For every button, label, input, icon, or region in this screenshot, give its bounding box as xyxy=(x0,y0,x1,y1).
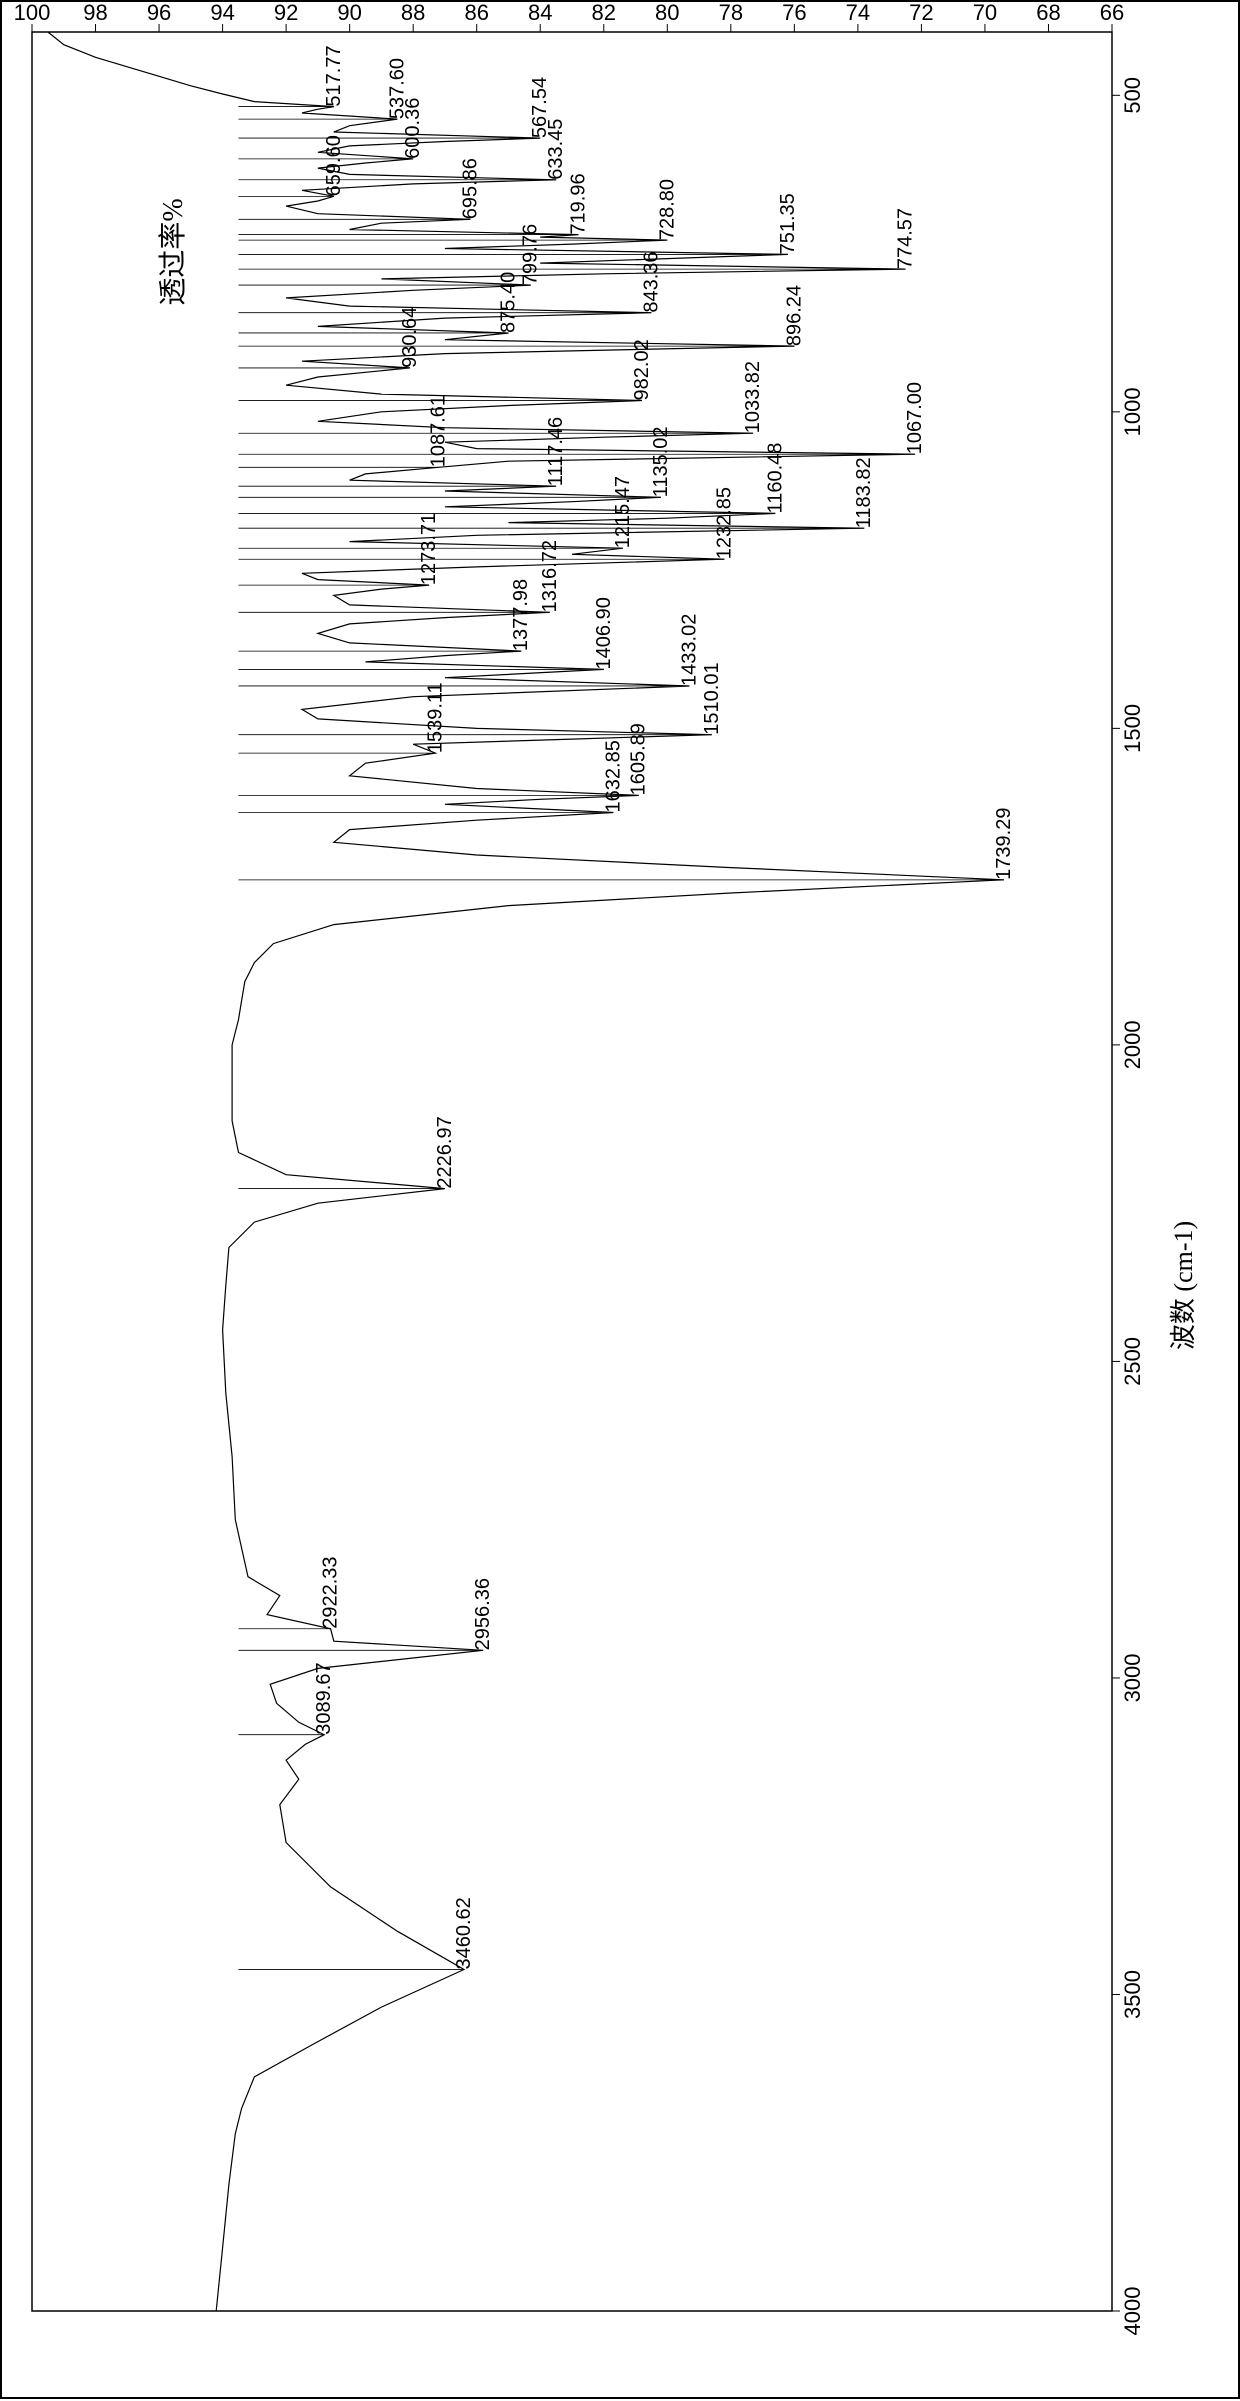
svg-text:1215.47: 1215.47 xyxy=(612,476,634,548)
svg-text:96: 96 xyxy=(147,2,171,25)
svg-text:930.64: 930.64 xyxy=(399,307,421,368)
svg-text:2500: 2500 xyxy=(1120,1337,1145,1386)
svg-text:1433.02: 1433.02 xyxy=(679,614,701,686)
svg-text:1500: 1500 xyxy=(1120,704,1145,753)
svg-text:76: 76 xyxy=(782,2,806,25)
svg-text:84: 84 xyxy=(528,2,552,25)
svg-text:517.77: 517.77 xyxy=(323,45,345,106)
svg-text:1000: 1000 xyxy=(1120,387,1145,436)
svg-text:3500: 3500 xyxy=(1120,1970,1145,2019)
svg-text:1183.82: 1183.82 xyxy=(853,457,875,528)
svg-text:2922.33: 2922.33 xyxy=(320,1556,342,1628)
svg-text:1273.71: 1273.71 xyxy=(418,513,440,585)
svg-text:68: 68 xyxy=(1036,2,1060,25)
svg-text:728.80: 728.80 xyxy=(656,179,678,240)
svg-text:88: 88 xyxy=(401,2,425,25)
svg-text:2226.97: 2226.97 xyxy=(434,1116,456,1188)
svg-text:3460.62: 3460.62 xyxy=(453,1897,475,1969)
svg-text:896.24: 896.24 xyxy=(783,285,805,346)
svg-text:695.86: 695.86 xyxy=(459,158,481,219)
svg-text:80: 80 xyxy=(655,2,679,25)
svg-text:1067.00: 1067.00 xyxy=(904,382,926,454)
svg-text:1316.72: 1316.72 xyxy=(539,540,561,612)
svg-text:1160.48: 1160.48 xyxy=(764,443,786,514)
svg-text:982.02: 982.02 xyxy=(631,339,653,400)
svg-text:74: 74 xyxy=(846,2,870,25)
svg-text:90: 90 xyxy=(337,2,361,25)
svg-text:1632.85: 1632.85 xyxy=(602,740,624,812)
svg-text:86: 86 xyxy=(464,2,488,25)
svg-text:1406.90: 1406.90 xyxy=(593,597,615,669)
svg-text:600.36: 600.36 xyxy=(402,98,424,159)
svg-text:波数 (cm-1): 波数 (cm-1) xyxy=(1169,1221,1198,1350)
svg-text:92: 92 xyxy=(274,2,298,25)
svg-text:1605.89: 1605.89 xyxy=(628,723,650,795)
svg-text:1087.61: 1087.61 xyxy=(428,395,450,467)
svg-text:751.35: 751.35 xyxy=(777,193,799,254)
svg-text:1033.82: 1033.82 xyxy=(742,361,764,433)
svg-text:1510.01: 1510.01 xyxy=(701,662,723,734)
svg-text:78: 78 xyxy=(719,2,743,25)
svg-text:1539.11: 1539.11 xyxy=(424,682,446,753)
svg-text:719.96: 719.96 xyxy=(567,173,589,234)
svg-text:4000: 4000 xyxy=(1120,2287,1145,2336)
svg-text:98: 98 xyxy=(83,2,107,25)
svg-text:633.45: 633.45 xyxy=(545,119,567,180)
svg-text:66: 66 xyxy=(1100,2,1124,25)
svg-text:100: 100 xyxy=(14,2,51,25)
svg-text:2000: 2000 xyxy=(1120,1020,1145,1069)
svg-text:875.40: 875.40 xyxy=(497,272,519,333)
svg-text:1135.02: 1135.02 xyxy=(650,426,672,497)
svg-text:3000: 3000 xyxy=(1120,1653,1145,1702)
ir-spectrum-svg: 66 68 70 72 74 76 78 80 82 84 86 88 90 92 94 96 98 100 500… xyxy=(2,2,1240,2401)
svg-text:1739.29: 1739.29 xyxy=(993,808,1015,880)
svg-text:透过率%: 透过率% xyxy=(157,198,189,305)
ir-spectrum-figure: 66 68 70 72 74 76 78 80 82 84 86 88 90 92 94 96 98 100 500… xyxy=(0,0,1240,2399)
svg-text:1377.98: 1377.98 xyxy=(510,579,532,651)
svg-text:774.57: 774.57 xyxy=(895,208,917,269)
svg-text:82: 82 xyxy=(592,2,616,25)
svg-text:72: 72 xyxy=(909,2,933,25)
svg-text:2956.36: 2956.36 xyxy=(472,1578,494,1650)
svg-text:70: 70 xyxy=(973,2,997,25)
svg-text:500: 500 xyxy=(1120,77,1145,114)
svg-text:94: 94 xyxy=(210,2,234,25)
svg-text:843.36: 843.36 xyxy=(640,251,662,312)
svg-text:1117.46: 1117.46 xyxy=(545,417,567,486)
svg-text:1232.85: 1232.85 xyxy=(713,487,735,559)
svg-text:3089.67: 3089.67 xyxy=(313,1662,335,1734)
